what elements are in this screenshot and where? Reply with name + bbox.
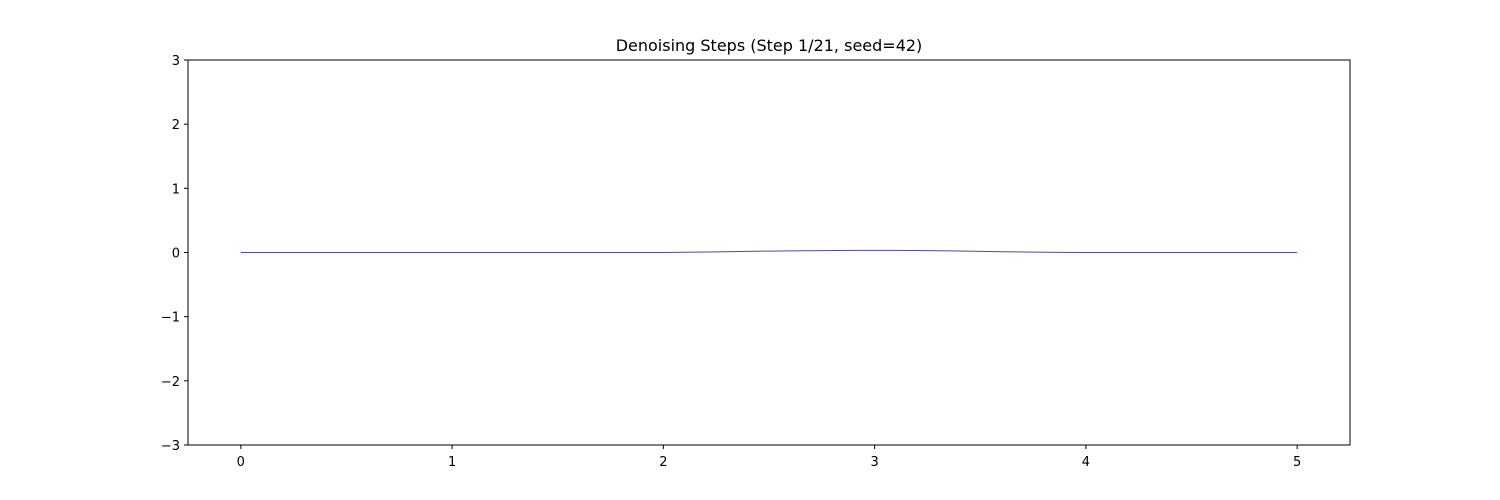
y-tick-label: −2 bbox=[161, 375, 180, 390]
x-tick-label: 4 bbox=[1082, 455, 1090, 470]
chart-title: Denoising Steps (Step 1/21, seed=42) bbox=[616, 36, 923, 55]
y-axis: −3 −2 −1 0 1 2 3 bbox=[161, 54, 188, 454]
x-axis: 0 1 2 3 4 5 bbox=[237, 445, 1301, 470]
x-tick-label: 3 bbox=[870, 455, 878, 470]
x-tick-label: 5 bbox=[1293, 455, 1301, 470]
x-tick-label: 1 bbox=[448, 455, 456, 470]
y-tick-label: 2 bbox=[172, 118, 180, 133]
x-tick-label: 2 bbox=[659, 455, 667, 470]
x-tick-label: 0 bbox=[237, 455, 245, 470]
y-tick-label: −3 bbox=[161, 439, 180, 454]
y-tick-label: 3 bbox=[172, 54, 180, 69]
series-layer bbox=[240, 249, 1298, 253]
y-tick-label: 1 bbox=[172, 182, 180, 197]
series-line bbox=[240, 249, 1298, 253]
y-tick-label: 0 bbox=[172, 247, 180, 262]
y-tick-label: −1 bbox=[161, 311, 180, 326]
